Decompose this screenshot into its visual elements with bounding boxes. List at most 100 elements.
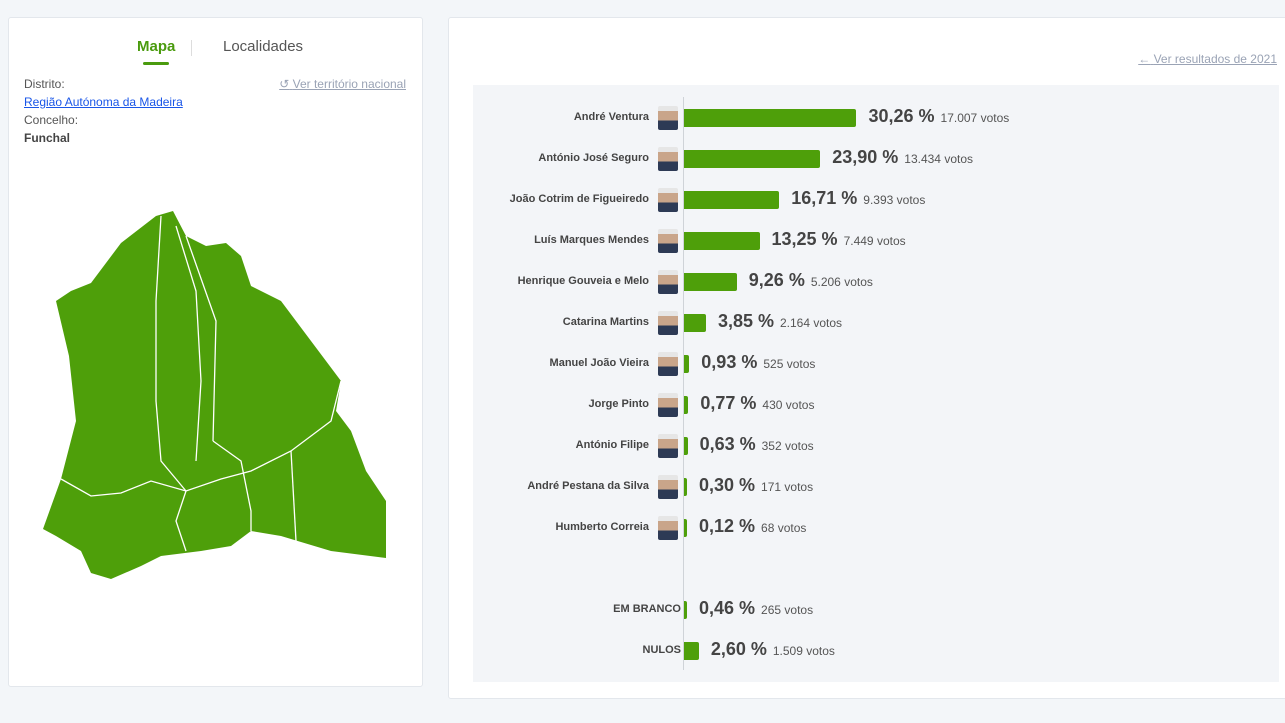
tab-localities[interactable]: Localidades xyxy=(223,38,304,55)
result-row[interactable]: André Ventura 30,26 % 17.007 votos xyxy=(473,106,1279,130)
result-row[interactable]: Humberto Correia 0,12 % 68 votos xyxy=(473,516,1279,540)
percent-value: 0,12 % xyxy=(699,516,756,536)
candidate-photo xyxy=(658,393,678,417)
candidate-photo xyxy=(658,311,678,335)
result-bar xyxy=(684,273,737,291)
results-chart: André Ventura 30,26 % 17.007 votos António … xyxy=(473,85,1279,682)
percent-value: 13,25 % xyxy=(771,229,838,249)
results-panel: ← Ver resultados de 2021 André Ventura 30… xyxy=(448,17,1285,699)
national-territory-link[interactable]: ↺ Ver território nacional xyxy=(279,77,406,91)
vote-count: 2.164 votos xyxy=(779,316,843,330)
result-bar xyxy=(684,601,687,619)
result-percent: 3,85 % 2.164 votos xyxy=(718,311,842,332)
result-percent: 23,90 % 13.434 votos xyxy=(832,147,973,168)
national-link-text: Ver território nacional xyxy=(292,77,406,91)
result-bar xyxy=(684,191,780,209)
percent-value: 2,60 % xyxy=(710,639,767,659)
candidate-name: NULOS xyxy=(642,644,682,656)
result-bar xyxy=(684,396,689,414)
result-row[interactable]: António Filipe 0,63 % 352 votos xyxy=(473,434,1279,458)
candidate-photo xyxy=(658,475,678,499)
result-percent: 2,60 % 1.509 votos xyxy=(711,639,835,660)
previous-results-link[interactable]: ← Ver resultados de 2021 xyxy=(1138,52,1277,66)
vote-count: 265 votos xyxy=(761,603,814,617)
percent-value: 23,90 % xyxy=(832,147,899,167)
result-percent: 30,26 % 17.007 votos xyxy=(868,106,1009,127)
arrow-left-icon: ← xyxy=(1138,52,1151,66)
candidate-name: João Cotrim de Figueiredo xyxy=(509,193,649,205)
candidate-photo xyxy=(658,516,678,540)
percent-value: 0,30 % xyxy=(699,475,756,495)
candidate-name: António José Seguro xyxy=(538,152,649,164)
result-percent: 0,93 % 525 votos xyxy=(701,352,815,373)
result-bar xyxy=(684,232,760,250)
vote-count: 7.449 votos xyxy=(843,234,906,248)
map-panel: Mapa Localidades Distrito: ↺ Ver territó… xyxy=(8,17,423,687)
previous-results-text: Ver resultados de 2021 xyxy=(1153,52,1277,66)
percent-value: 16,71 % xyxy=(791,188,858,208)
result-percent: 13,25 % 7.449 votos xyxy=(772,229,906,250)
result-bar xyxy=(684,314,706,332)
candidate-photo xyxy=(658,188,678,212)
percent-value: 30,26 % xyxy=(868,106,935,126)
vote-count: 5.206 votos xyxy=(810,275,873,289)
result-bar xyxy=(684,109,857,127)
result-percent: 0,30 % 171 votos xyxy=(699,475,813,496)
result-percent: 0,63 % 352 votos xyxy=(700,434,814,455)
candidate-photo xyxy=(658,434,678,458)
result-row[interactable]: Jorge Pinto 0,77 % 430 votos xyxy=(473,393,1279,417)
tab-divider xyxy=(191,40,192,56)
chart-axis xyxy=(683,97,684,670)
result-row[interactable]: André Pestana da Silva 0,30 % 171 votos xyxy=(473,475,1279,499)
candidate-photo xyxy=(658,106,678,130)
district-link[interactable]: Região Autónoma da Madeira xyxy=(24,95,183,109)
candidate-name: EM BRANCO xyxy=(613,603,681,615)
candidate-name: Henrique Gouveia e Melo xyxy=(517,275,649,287)
result-row[interactable]: António José Seguro 23,90 % 13.434 votos xyxy=(473,147,1279,171)
candidate-name: Manuel João Vieira xyxy=(549,357,649,369)
vote-count: 17.007 votos xyxy=(940,111,1010,125)
result-row[interactable]: EM BRANCO 0,46 % 265 votos xyxy=(473,598,1279,622)
percent-value: 0,46 % xyxy=(699,598,756,618)
municipality-name: Funchal xyxy=(24,131,71,145)
result-percent: 9,26 % 5.206 votos xyxy=(749,270,873,291)
result-row[interactable]: NULOS 2,60 % 1.509 votos xyxy=(473,639,1279,663)
vote-count: 13.434 votos xyxy=(904,152,973,166)
percent-value: 0,77 % xyxy=(700,393,757,413)
candidate-name: André Ventura xyxy=(573,111,649,123)
candidate-name: Catarina Martins xyxy=(562,316,649,328)
result-bar xyxy=(684,642,699,660)
result-percent: 0,77 % 430 votos xyxy=(700,393,814,414)
tab-map[interactable]: Mapa xyxy=(137,38,176,65)
candidate-name: Luís Marques Mendes xyxy=(534,234,649,246)
vote-count: 68 votos xyxy=(761,521,807,535)
vote-count: 430 votos xyxy=(762,398,815,412)
result-bar xyxy=(684,355,690,373)
percent-value: 0,93 % xyxy=(701,352,758,372)
result-row[interactable]: Luís Marques Mendes 13,25 % 7.449 votos xyxy=(473,229,1279,253)
result-row[interactable]: Henrique Gouveia e Melo 9,26 % 5.206 votos xyxy=(473,270,1279,294)
candidate-photo xyxy=(658,147,678,171)
result-bar xyxy=(684,437,688,455)
result-bar xyxy=(684,478,687,496)
percent-value: 3,85 % xyxy=(717,311,774,331)
undo-icon: ↺ xyxy=(279,77,290,91)
result-percent: 16,71 % 9.393 votos xyxy=(791,188,925,209)
percent-value: 9,26 % xyxy=(748,270,805,290)
candidate-name: Humberto Correia xyxy=(555,521,649,533)
result-row[interactable]: Catarina Martins 3,85 % 2.164 votos xyxy=(473,311,1279,335)
municipality-map[interactable] xyxy=(1,1,421,701)
vote-count: 1.509 votos xyxy=(772,644,835,658)
vote-count: 525 votos xyxy=(763,357,816,371)
result-row[interactable]: João Cotrim de Figueiredo 16,71 % 9.393 vo… xyxy=(473,188,1279,212)
vote-count: 352 votos xyxy=(761,439,814,453)
result-bar xyxy=(684,519,687,537)
candidate-photo xyxy=(658,352,678,376)
municipality-label: Concelho: xyxy=(24,113,79,127)
candidate-photo xyxy=(658,229,678,253)
result-row[interactable]: Manuel João Vieira 0,93 % 525 votos xyxy=(473,352,1279,376)
candidate-name: António Filipe xyxy=(575,439,649,451)
district-label: Distrito: xyxy=(24,77,65,91)
percent-value: 0,63 % xyxy=(699,434,756,454)
candidate-photo xyxy=(658,270,678,294)
